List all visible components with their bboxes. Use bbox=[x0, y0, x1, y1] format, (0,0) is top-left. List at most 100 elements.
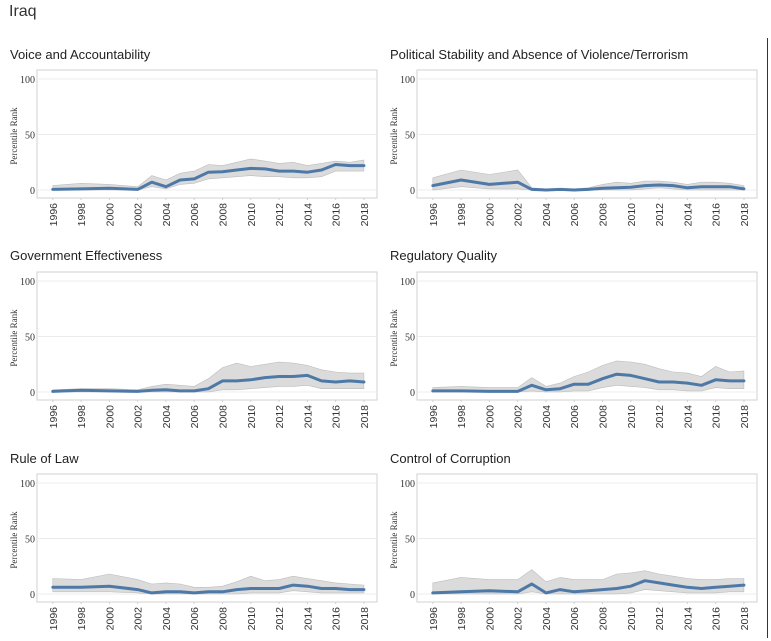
x-tick-label: 1996 bbox=[48, 405, 60, 429]
y-tick-label: 50 bbox=[405, 333, 415, 344]
panel-title-control-of-corruption: Control of Corruption bbox=[390, 451, 511, 466]
panel-title-rule-of-law: Rule of Law bbox=[10, 451, 79, 466]
y-axis-label: Percentile Rank bbox=[9, 511, 19, 569]
y-tick-label: 0 bbox=[410, 186, 415, 197]
x-tick-label: 2016 bbox=[331, 607, 343, 631]
x-tick-label: 2008 bbox=[598, 203, 610, 227]
x-tick-label: 2002 bbox=[133, 203, 145, 227]
percentile-rank-line bbox=[431, 579, 746, 595]
panel-title-regulatory-quality: Regulatory Quality bbox=[390, 248, 497, 263]
x-tick-label: 2000 bbox=[484, 607, 496, 631]
x-tick-label: 2000 bbox=[104, 405, 116, 429]
x-tick-label: 2006 bbox=[569, 405, 581, 429]
y-tick-label: 50 bbox=[25, 131, 35, 142]
y-axis-label: Percentile Rank bbox=[389, 511, 399, 569]
x-tick-label: 2004 bbox=[541, 203, 553, 227]
x-tick-label: 2018 bbox=[739, 607, 751, 631]
y-axis-label: Percentile Rank bbox=[389, 309, 399, 367]
panel-divider bbox=[767, 38, 768, 638]
y-tick-label: 0 bbox=[30, 186, 35, 197]
x-tick-label: 1998 bbox=[456, 405, 468, 429]
y-tick-label: 50 bbox=[405, 535, 415, 546]
x-tick-label: 2000 bbox=[104, 203, 116, 227]
x-tick-label: 2012 bbox=[274, 405, 286, 429]
x-tick-label: 2012 bbox=[274, 203, 286, 227]
percentile-rank-line bbox=[431, 178, 746, 192]
x-tick-label: 2012 bbox=[274, 607, 286, 631]
x-tick-label: 2010 bbox=[246, 203, 258, 227]
x-tick-label: 2016 bbox=[331, 203, 343, 227]
x-tick-label: 2014 bbox=[302, 607, 314, 631]
x-tick-label: 2002 bbox=[513, 203, 525, 227]
confidence-band bbox=[432, 360, 745, 393]
y-tick-label: 100 bbox=[400, 479, 415, 490]
x-tick-label: 2004 bbox=[541, 405, 553, 429]
y-tick-label: 0 bbox=[30, 388, 35, 399]
percentile-rank-line bbox=[51, 163, 366, 191]
confidence-band bbox=[52, 158, 365, 191]
x-tick-label: 2002 bbox=[513, 405, 525, 429]
x-tick-label: 1998 bbox=[456, 607, 468, 631]
x-tick-label: 2012 bbox=[654, 405, 666, 429]
percentile-rank-line bbox=[51, 373, 366, 393]
x-tick-label: 2014 bbox=[302, 203, 314, 227]
x-tick-label: 1996 bbox=[428, 405, 440, 429]
x-tick-label: 2014 bbox=[682, 405, 694, 429]
x-tick-label: 2010 bbox=[246, 405, 258, 429]
panel-title-voice-accountability: Voice and Accountability bbox=[10, 47, 151, 62]
x-tick-label: 2018 bbox=[739, 405, 751, 429]
page-title: Iraq bbox=[9, 3, 37, 20]
x-tick-label: 2008 bbox=[218, 607, 230, 631]
y-tick-label: 100 bbox=[400, 277, 415, 288]
x-tick-label: 2018 bbox=[739, 203, 751, 227]
x-tick-label: 2006 bbox=[569, 607, 581, 631]
y-tick-label: 50 bbox=[25, 333, 35, 344]
x-tick-label: 2008 bbox=[218, 405, 230, 429]
x-tick-label: 2000 bbox=[104, 607, 116, 631]
y-tick-label: 100 bbox=[20, 75, 35, 86]
x-tick-label: 2010 bbox=[626, 405, 638, 429]
y-tick-label: 0 bbox=[410, 388, 415, 399]
x-tick-label: 2014 bbox=[302, 405, 314, 429]
x-tick-label: 2018 bbox=[359, 203, 371, 227]
x-tick-label: 2012 bbox=[654, 203, 666, 227]
panel-title-government-effectiveness: Government Effectiveness bbox=[10, 248, 163, 263]
percentile-rank-line bbox=[431, 372, 746, 393]
x-tick-label: 2018 bbox=[359, 607, 371, 631]
x-tick-label: 1998 bbox=[76, 607, 88, 631]
x-tick-label: 2010 bbox=[246, 607, 258, 631]
x-tick-label: 2016 bbox=[711, 203, 723, 227]
x-tick-label: 1998 bbox=[456, 203, 468, 227]
x-tick-label: 2004 bbox=[161, 607, 173, 631]
x-tick-label: 2000 bbox=[484, 405, 496, 429]
y-tick-label: 0 bbox=[30, 590, 35, 601]
x-tick-label: 1998 bbox=[76, 405, 88, 429]
x-tick-label: 2000 bbox=[484, 203, 496, 227]
x-tick-label: 2006 bbox=[189, 607, 201, 631]
y-tick-label: 50 bbox=[405, 131, 415, 142]
panel-title-political-stability: Political Stability and Absence of Viole… bbox=[390, 47, 689, 62]
y-axis-label: Percentile Rank bbox=[389, 107, 399, 165]
x-tick-label: 2012 bbox=[654, 607, 666, 631]
x-tick-label: 1996 bbox=[48, 203, 60, 227]
x-tick-label: 2004 bbox=[161, 203, 173, 227]
x-tick-label: 2004 bbox=[541, 607, 553, 631]
x-tick-label: 2008 bbox=[598, 607, 610, 631]
x-tick-label: 1996 bbox=[48, 607, 60, 631]
x-tick-label: 2018 bbox=[359, 405, 371, 429]
x-tick-label: 2006 bbox=[569, 203, 581, 227]
x-tick-label: 2008 bbox=[218, 203, 230, 227]
x-tick-label: 2002 bbox=[133, 405, 145, 429]
y-tick-label: 0 bbox=[410, 590, 415, 601]
x-tick-label: 2014 bbox=[682, 203, 694, 227]
y-axis-label: Percentile Rank bbox=[9, 107, 19, 165]
x-tick-label: 2016 bbox=[331, 405, 343, 429]
y-tick-label: 100 bbox=[20, 479, 35, 490]
x-tick-label: 2002 bbox=[133, 607, 145, 631]
x-tick-label: 2004 bbox=[161, 405, 173, 429]
x-tick-label: 2008 bbox=[598, 405, 610, 429]
confidence-band bbox=[432, 569, 745, 595]
x-tick-label: 2006 bbox=[189, 203, 201, 227]
x-tick-label: 2010 bbox=[626, 607, 638, 631]
